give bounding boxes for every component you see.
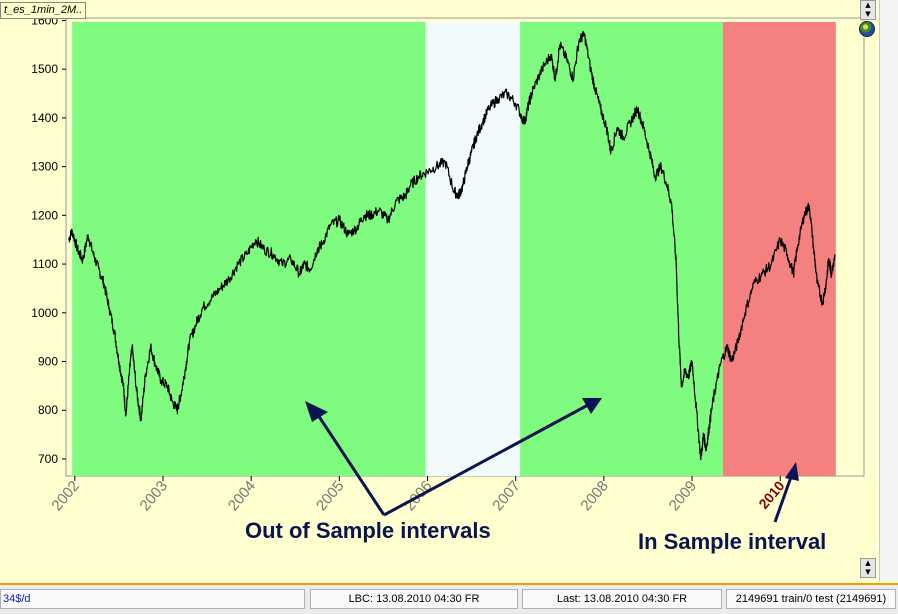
x-tick-label: 2003 [137,478,171,514]
y-tick-label: 1200 [31,208,58,222]
y-tick-label: 1300 [31,160,58,174]
status-pnl: 34$/d [0,589,305,609]
interval-band-in-sample [722,22,836,476]
price-series-line [68,30,836,461]
interval-bands [72,22,836,476]
y-tick-label: 1000 [31,306,58,320]
arrowhead-left [305,401,328,422]
status-lbc: LBC: 13.08.2010 04:30 FR [310,589,518,609]
arrow-right [383,403,589,517]
status-last: Last: 13.08.2010 04:30 FR [522,589,722,609]
y-tick-label: 900 [38,355,58,369]
x-tick-label: 2007 [489,478,523,514]
y-tick-label: 1500 [31,62,58,76]
x-tick-label: 2005 [313,478,347,514]
x-tick-label: 2002 [48,478,82,514]
x-tick-label: 2010 [755,477,787,511]
status-bar: 34$/d LBC: 13.08.2010 04:30 FR Last: 13.… [0,583,898,614]
arrowhead-in-sample [785,462,799,481]
chart-tab-title[interactable]: t_es_1min_2M.. [0,2,87,19]
status-train-test: 2149691 train/0 test (2149691) [726,589,896,609]
y-tick-label: 1100 [32,257,58,271]
scroll-up-button[interactable]: ▲ ▼ [860,0,876,20]
interval-band-gap [425,22,521,476]
interval-band-out-of-sample [520,22,723,476]
annotation-out-of-sample: Out of Sample intervals [245,518,491,543]
scroll-down-button[interactable]: ▲ ▼ [860,558,876,578]
y-tick-label: 800 [38,403,58,417]
arrow-left [316,414,386,516]
x-tick-label: 2004 [225,478,259,514]
annotation-arrows [305,398,799,523]
vertical-scrollbar[interactable] [879,0,898,581]
annotation-in-sample: In Sample interval [638,529,826,554]
x-tick-label: 2009 [666,478,700,514]
y-tick-label: 700 [38,452,58,466]
globe-icon[interactable] [859,21,875,37]
arrow-in-sample [773,476,793,523]
arrowhead-right [582,398,602,414]
x-tick-label: 2008 [577,478,611,514]
y-tick-label: 1400 [31,111,58,125]
